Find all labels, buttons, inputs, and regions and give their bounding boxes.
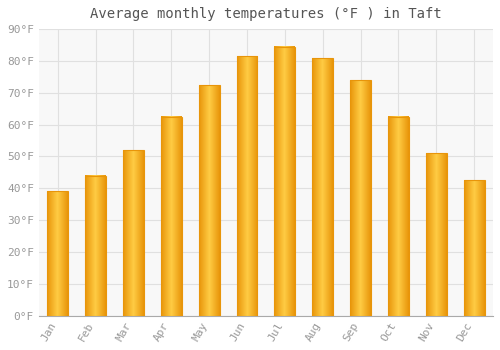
Bar [123, 150, 144, 316]
Bar [464, 180, 484, 316]
Bar [388, 117, 409, 316]
Title: Average monthly temperatures (°F ) in Taft: Average monthly temperatures (°F ) in Ta… [90, 7, 442, 21]
Bar [161, 117, 182, 316]
Bar [312, 58, 333, 316]
Bar [48, 191, 68, 316]
Bar [426, 153, 446, 316]
Bar [274, 47, 295, 316]
Bar [236, 56, 258, 316]
Bar [85, 176, 106, 316]
Bar [350, 80, 371, 316]
Bar [198, 85, 220, 316]
